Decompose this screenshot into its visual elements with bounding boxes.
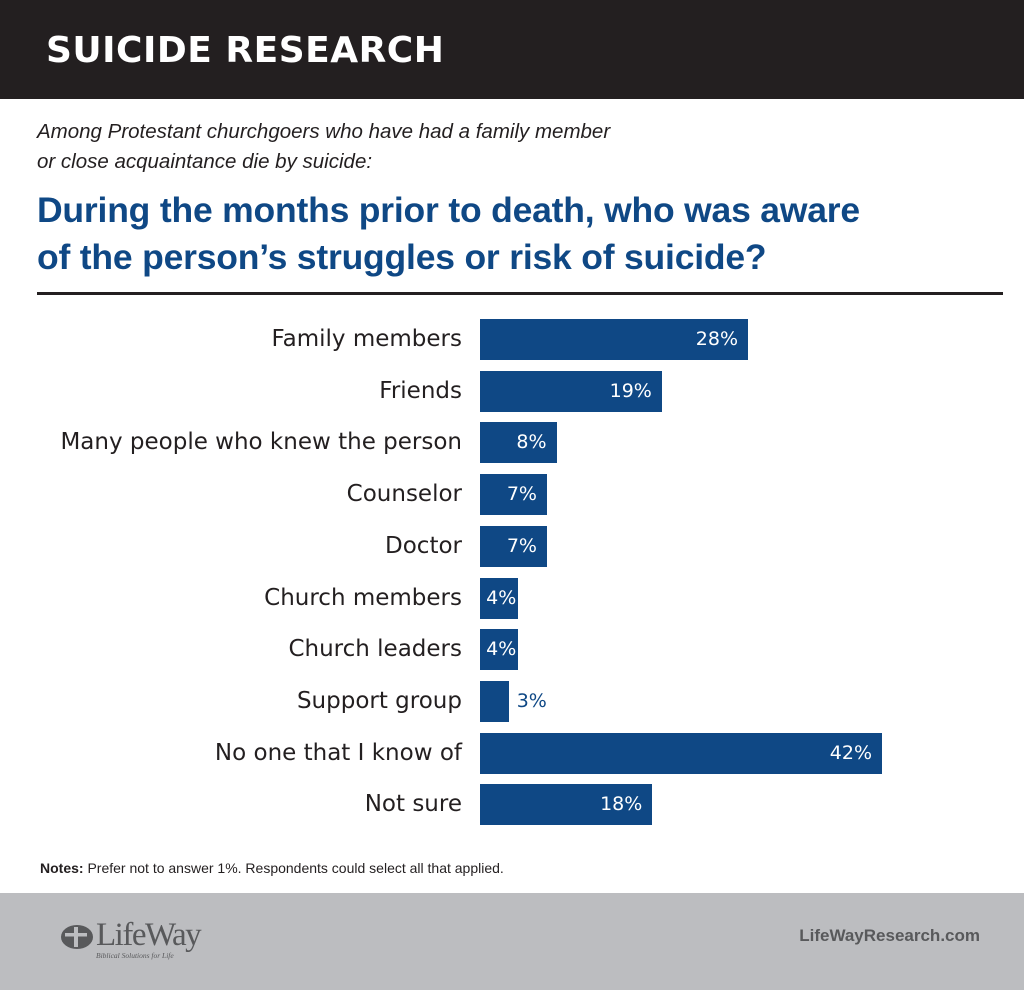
logo-wordmark: LifeWay bbox=[96, 917, 202, 953]
category-label: Not sure bbox=[364, 791, 462, 818]
header-title: SUICIDE RESEARCH bbox=[46, 30, 445, 71]
chart-row: Church members 4% bbox=[0, 577, 1024, 619]
bar bbox=[480, 525, 547, 567]
category-label: Friends bbox=[379, 377, 462, 404]
subtitle: Among Protestant churchgoers who have ha… bbox=[37, 117, 837, 177]
chart-row: Support group 3% bbox=[0, 680, 1024, 722]
value-label: 28% bbox=[695, 328, 738, 350]
bar bbox=[480, 784, 653, 826]
bar bbox=[480, 629, 519, 671]
chart-row: Friends 19% bbox=[0, 370, 1024, 412]
category-label: Family members bbox=[271, 326, 462, 352]
question-line-2: of the person’s struggles or risk of sui… bbox=[37, 237, 767, 277]
chart-row: Church leaders 4% bbox=[0, 628, 1024, 671]
value-label: 7% bbox=[506, 534, 537, 557]
category-label: Counselor bbox=[346, 481, 462, 508]
header-band: SUICIDE RESEARCH bbox=[0, 0, 1024, 99]
value-label: 7% bbox=[506, 483, 537, 506]
chart-row: Not sure 18% bbox=[0, 783, 1024, 826]
chart-row: Family members 28% bbox=[0, 318, 1024, 360]
value-label: 19% bbox=[609, 379, 652, 402]
bar bbox=[480, 680, 509, 722]
category-label: Church leaders bbox=[288, 636, 462, 663]
lifeway-logo: LifeWay Biblical Solutions for Life bbox=[60, 917, 220, 961]
value-label: 4% bbox=[486, 586, 517, 609]
website-link[interactable]: LifeWayResearch.com bbox=[799, 926, 980, 945]
bar bbox=[480, 732, 882, 774]
notes-text: Prefer not to answer 1%. Respondents cou… bbox=[83, 860, 504, 876]
category-label: Doctor bbox=[385, 532, 462, 559]
chart-row: No one that I know of 42% bbox=[0, 732, 1024, 774]
value-label: 18% bbox=[600, 793, 643, 816]
notes-label: Notes: bbox=[40, 860, 84, 876]
bar bbox=[480, 577, 519, 619]
footer-band bbox=[0, 893, 1024, 990]
lifeway-cross-icon bbox=[61, 925, 93, 949]
category-label: Many people who knew the person bbox=[60, 429, 462, 456]
chart-row: Counselor 7% bbox=[0, 473, 1024, 516]
subtitle-line-1: Among Protestant churchgoers who have ha… bbox=[37, 120, 611, 143]
category-label: Support group bbox=[296, 687, 462, 714]
category-label: No one that I know of bbox=[214, 739, 462, 766]
value-label: 8% bbox=[516, 431, 547, 454]
bar bbox=[480, 370, 662, 412]
chart-row: Many people who knew the person 8% bbox=[0, 421, 1024, 464]
value-label: 4% bbox=[486, 638, 517, 661]
divider-rule bbox=[37, 292, 1003, 295]
chart-row: Doctor 7% bbox=[0, 525, 1024, 567]
question-line-1: During the months prior to death, who wa… bbox=[37, 190, 860, 230]
subtitle-line-2: or close acquaintance die by suicide: bbox=[37, 150, 373, 173]
bar bbox=[480, 319, 748, 360]
notes: Notes: Prefer not to answer 1%. Responde… bbox=[40, 860, 504, 876]
value-label: 42% bbox=[829, 741, 872, 764]
value-label: 3% bbox=[516, 689, 547, 712]
question-title: During the months prior to death, who wa… bbox=[37, 187, 1017, 281]
category-label: Church members bbox=[264, 584, 462, 611]
bar bbox=[480, 422, 557, 464]
bar bbox=[480, 474, 547, 516]
logo-tagline: Biblical Solutions for Life bbox=[96, 951, 174, 960]
